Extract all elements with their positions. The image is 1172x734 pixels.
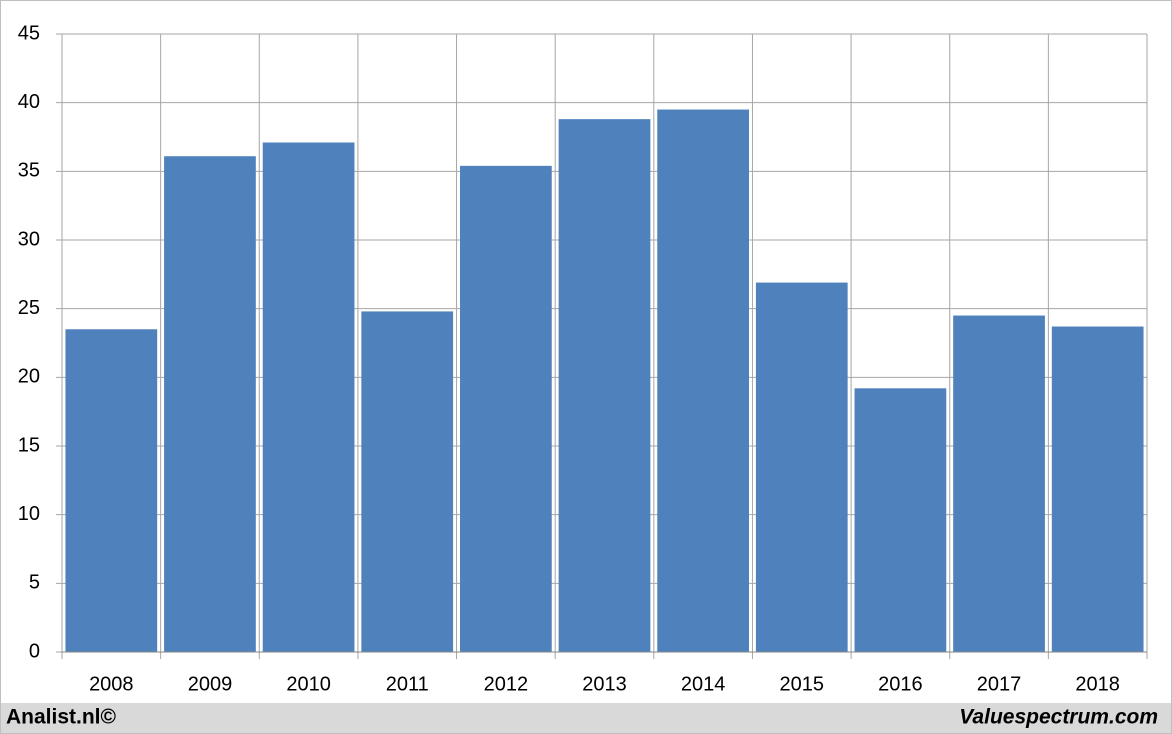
bar [558,119,651,652]
y-tick-label: 30 [18,228,40,250]
x-tick-label: 2014 [681,673,726,695]
x-tick-label: 2013 [582,673,627,695]
y-tick-label: 15 [18,434,40,456]
y-tick-label: 10 [18,503,40,525]
y-tick-label: 45 [18,22,40,44]
bar [1051,326,1144,652]
bar [164,156,256,652]
credit-right: Valuespectrum.com [959,706,1158,729]
bar [953,315,1045,652]
bar [262,142,355,652]
x-tick-label: 2016 [878,673,923,695]
x-tick-label: 2010 [286,673,331,695]
y-tick-label: 0 [29,640,40,662]
x-tick-label: 2018 [1075,673,1120,695]
bar [459,165,552,652]
x-tick-label: 2008 [89,673,134,695]
footer-strip [1,703,1171,733]
bar [657,109,750,653]
bar [361,311,454,652]
y-tick-label: 40 [18,91,40,113]
bar [65,329,158,652]
bar [755,282,848,652]
y-tick-label: 25 [18,297,40,319]
x-tick-label: 2012 [484,673,529,695]
x-tick-label: 2011 [386,673,429,695]
y-tick-label: 20 [18,366,40,388]
x-tick-label: 2017 [977,673,1022,695]
x-tick-label: 2015 [780,673,825,695]
y-tick-label: 5 [29,572,40,594]
bar [854,388,947,652]
credit-left: Analist.nl© [6,706,117,729]
y-tick-label: 35 [18,160,40,182]
x-tick-label: 2009 [188,673,233,695]
